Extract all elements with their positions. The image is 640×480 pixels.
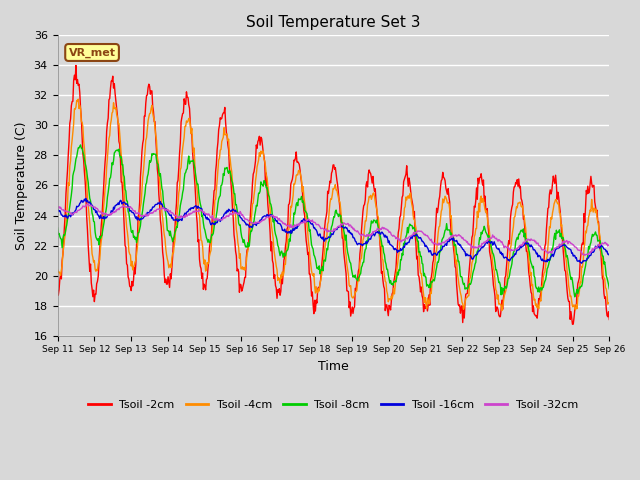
X-axis label: Time: Time: [318, 360, 349, 373]
Tsoil -16cm: [82, 196, 90, 202]
Tsoil -16cm: [63, 216, 71, 221]
Text: VR_met: VR_met: [68, 48, 116, 58]
Tsoil -2cm: [605, 317, 613, 323]
Tsoil -32cm: [581, 252, 589, 258]
Tsoil -16cm: [605, 252, 613, 258]
Tsoil -2cm: [121, 243, 129, 249]
Tsoil -16cm: [207, 220, 214, 226]
Tsoil -16cm: [578, 260, 586, 266]
Tsoil -8cm: [417, 253, 425, 259]
Tsoil -16cm: [121, 200, 129, 206]
Tsoil -4cm: [177, 165, 185, 170]
Tsoil -16cm: [417, 237, 425, 242]
Line: Tsoil -4cm: Tsoil -4cm: [58, 99, 609, 311]
Tsoil -32cm: [417, 228, 425, 234]
Tsoil -32cm: [605, 242, 613, 248]
Tsoil -16cm: [177, 216, 185, 222]
Line: Tsoil -2cm: Tsoil -2cm: [58, 65, 609, 324]
Tsoil -4cm: [417, 271, 425, 276]
Tsoil -16cm: [54, 206, 61, 212]
Tsoil -2cm: [72, 62, 80, 68]
Tsoil -2cm: [417, 284, 425, 290]
Title: Soil Temperature Set 3: Soil Temperature Set 3: [246, 15, 420, 30]
Tsoil -8cm: [401, 236, 409, 242]
Tsoil -2cm: [54, 287, 61, 293]
Tsoil -2cm: [568, 322, 576, 327]
Tsoil -32cm: [63, 209, 71, 215]
Tsoil -8cm: [571, 294, 579, 300]
Tsoil -4cm: [74, 96, 82, 102]
Tsoil -32cm: [401, 237, 409, 242]
Y-axis label: Soil Temperature (C): Soil Temperature (C): [15, 121, 28, 250]
Tsoil -4cm: [605, 300, 613, 306]
Tsoil -8cm: [121, 186, 129, 192]
Tsoil -4cm: [498, 308, 506, 313]
Tsoil -8cm: [177, 199, 185, 204]
Tsoil -32cm: [177, 213, 185, 218]
Tsoil -8cm: [605, 286, 613, 292]
Tsoil -2cm: [207, 239, 214, 245]
Tsoil -16cm: [401, 241, 409, 247]
Line: Tsoil -32cm: Tsoil -32cm: [58, 204, 609, 255]
Tsoil -8cm: [207, 240, 214, 245]
Tsoil -32cm: [84, 201, 92, 207]
Tsoil -4cm: [207, 250, 214, 256]
Tsoil -8cm: [54, 225, 61, 231]
Legend: Tsoil -2cm, Tsoil -4cm, Tsoil -8cm, Tsoil -16cm, Tsoil -32cm: Tsoil -2cm, Tsoil -4cm, Tsoil -8cm, Tsoi…: [84, 395, 583, 414]
Tsoil -8cm: [77, 142, 84, 148]
Line: Tsoil -16cm: Tsoil -16cm: [58, 199, 609, 263]
Tsoil -2cm: [177, 119, 185, 125]
Tsoil -2cm: [63, 168, 71, 173]
Line: Tsoil -8cm: Tsoil -8cm: [58, 145, 609, 297]
Tsoil -8cm: [63, 216, 71, 222]
Tsoil -4cm: [54, 266, 61, 272]
Tsoil -4cm: [401, 204, 409, 209]
Tsoil -32cm: [207, 214, 214, 220]
Tsoil -2cm: [401, 174, 409, 180]
Tsoil -32cm: [54, 204, 61, 209]
Tsoil -32cm: [121, 204, 129, 210]
Tsoil -4cm: [121, 208, 129, 214]
Tsoil -4cm: [63, 202, 71, 207]
